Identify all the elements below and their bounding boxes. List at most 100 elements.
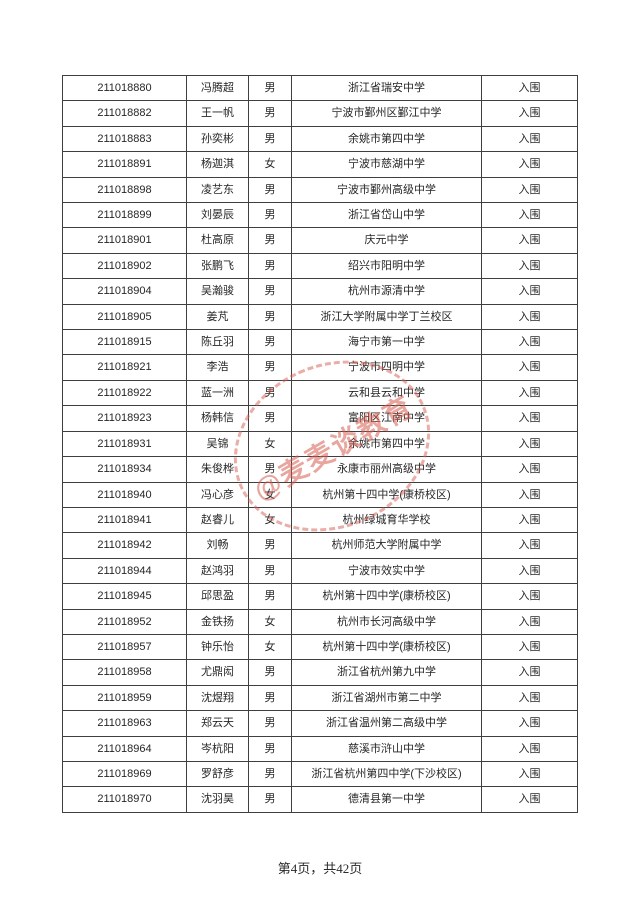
name-cell: 刘晏辰 xyxy=(186,202,249,229)
table-row: 211018940 冯心彦 女 杭州第十四中学(康桥校区) 入围 xyxy=(62,481,578,508)
table-row: 211018921 李浩 男 宁波市四明中学 入围 xyxy=(62,354,578,381)
result-cell: 入围 xyxy=(481,202,578,229)
result-cell: 入围 xyxy=(481,735,578,762)
exam-id-cell: 211018922 xyxy=(62,379,187,407)
name-cell: 杨韩信 xyxy=(186,405,249,432)
exam-id-cell: 211018880 xyxy=(62,74,187,102)
name-cell: 赵睿儿 xyxy=(186,506,249,534)
gender-cell: 男 xyxy=(248,735,292,762)
name-cell: 陈丘羽 xyxy=(186,329,249,356)
table-row: 211018880 冯腾超 男 浙江省瑞安中学 入围 xyxy=(62,74,578,102)
gender-cell: 男 xyxy=(248,456,292,483)
gender-cell: 女 xyxy=(248,481,292,508)
result-cell: 入围 xyxy=(481,684,578,712)
table-row: 211018942 刘畅 男 杭州师范大学附属中学 入围 xyxy=(62,532,578,559)
table-row: 211018964 岑杭阳 男 慈溪市浒山中学 入围 xyxy=(62,735,578,762)
table-row: 211018952 金铁扬 女 杭州市长河高级中学 入围 xyxy=(62,608,578,635)
exam-id-cell: 211018915 xyxy=(62,329,187,356)
exam-id-cell: 211018902 xyxy=(62,252,187,280)
exam-id-cell: 211018952 xyxy=(62,608,187,635)
table-row: 211018899 刘晏辰 男 浙江省岱山中学 入围 xyxy=(62,202,578,229)
name-cell: 冯腾超 xyxy=(186,74,249,102)
result-cell: 入围 xyxy=(481,303,578,331)
exam-id-cell: 211018901 xyxy=(62,227,187,254)
table-row: 211018959 沈煜翔 男 浙江省湖州市第二中学 入围 xyxy=(62,684,578,712)
school-cell: 云和县云和中学 xyxy=(291,379,482,407)
exam-id-cell: 211018940 xyxy=(62,481,187,508)
result-cell: 入围 xyxy=(481,227,578,254)
school-cell: 余姚市第四中学 xyxy=(291,430,482,458)
table-row: 211018970 沈羽昊 男 德清县第一中学 入围 xyxy=(62,786,578,813)
table-row: 211018944 赵鸿羽 男 宁波市效实中学 入围 xyxy=(62,557,578,585)
school-cell: 德清县第一中学 xyxy=(291,786,482,813)
name-cell: 蓝一洲 xyxy=(186,379,249,407)
exam-id-cell: 211018964 xyxy=(62,735,187,762)
school-cell: 杭州第十四中学(康桥校区) xyxy=(291,633,482,661)
gender-cell: 男 xyxy=(248,202,292,229)
gender-cell: 男 xyxy=(248,227,292,254)
result-cell: 入围 xyxy=(481,354,578,381)
exam-id-cell: 211018934 xyxy=(62,456,187,483)
name-cell: 杜高原 xyxy=(186,227,249,254)
result-cell: 入围 xyxy=(481,583,578,610)
gender-cell: 男 xyxy=(248,710,292,737)
name-cell: 金铁扬 xyxy=(186,608,249,635)
table-row: 211018904 吴瀚骏 男 杭州市源清中学 入围 xyxy=(62,278,578,305)
gender-cell: 女 xyxy=(248,151,292,178)
exam-id-cell: 211018898 xyxy=(62,176,187,204)
name-cell: 赵鸿羽 xyxy=(186,557,249,585)
gender-cell: 女 xyxy=(248,430,292,458)
exam-id-cell: 211018957 xyxy=(62,633,187,661)
gender-cell: 男 xyxy=(248,405,292,432)
school-cell: 慈溪市浒山中学 xyxy=(291,735,482,762)
name-cell: 凌艺东 xyxy=(186,176,249,204)
table-row: 211018934 朱俊桦 男 永康市丽州高级中学 入围 xyxy=(62,456,578,483)
result-cell: 入围 xyxy=(481,481,578,508)
gender-cell: 男 xyxy=(248,786,292,813)
result-cell: 入围 xyxy=(481,278,578,305)
result-cell: 入围 xyxy=(481,532,578,559)
name-cell: 姜芃 xyxy=(186,303,249,331)
table-row: 211018901 杜高原 男 庆元中学 入围 xyxy=(62,227,578,254)
name-cell: 李浩 xyxy=(186,354,249,381)
result-cell: 入围 xyxy=(481,151,578,178)
name-cell: 罗舒彦 xyxy=(186,760,249,788)
result-cell: 入围 xyxy=(481,786,578,813)
school-cell: 杭州第十四中学(康桥校区) xyxy=(291,481,482,508)
gender-cell: 男 xyxy=(248,379,292,407)
school-cell: 浙江省杭州第四中学(下沙校区) xyxy=(291,760,482,788)
result-cell: 入围 xyxy=(481,506,578,534)
table-row: 211018941 赵睿儿 女 杭州绿城育华学校 入围 xyxy=(62,506,578,534)
gender-cell: 女 xyxy=(248,633,292,661)
gender-cell: 男 xyxy=(248,532,292,559)
name-cell: 尤鼎闳 xyxy=(186,659,249,686)
school-cell: 余姚市第四中学 xyxy=(291,125,482,153)
exam-id-cell: 211018905 xyxy=(62,303,187,331)
gender-cell: 女 xyxy=(248,608,292,635)
exam-id-cell: 211018921 xyxy=(62,354,187,381)
school-cell: 宁波市鄞州高级中学 xyxy=(291,176,482,204)
gender-cell: 男 xyxy=(248,557,292,585)
school-cell: 杭州绿城育华学校 xyxy=(291,506,482,534)
name-cell: 沈羽昊 xyxy=(186,786,249,813)
school-cell: 杭州第十四中学(康桥校区) xyxy=(291,583,482,610)
result-cell: 入围 xyxy=(481,252,578,280)
school-cell: 杭州市源清中学 xyxy=(291,278,482,305)
result-cell: 入围 xyxy=(481,379,578,407)
school-cell: 富阳区江南中学 xyxy=(291,405,482,432)
name-cell: 吴锦 xyxy=(186,430,249,458)
gender-cell: 女 xyxy=(248,506,292,534)
school-cell: 杭州师范大学附属中学 xyxy=(291,532,482,559)
gender-cell: 男 xyxy=(248,684,292,712)
exam-id-cell: 211018883 xyxy=(62,125,187,153)
result-cell: 入围 xyxy=(481,557,578,585)
table-row: 211018891 杨迦淇 女 宁波市慈湖中学 入围 xyxy=(62,151,578,178)
table-row: 211018945 邱思盈 男 杭州第十四中学(康桥校区) 入围 xyxy=(62,583,578,610)
table-body: 211018880 冯腾超 男 浙江省瑞安中学 入围 211018882 王一帆… xyxy=(62,74,578,813)
name-cell: 郑云天 xyxy=(186,710,249,737)
name-cell: 杨迦淇 xyxy=(186,151,249,178)
exam-id-cell: 211018923 xyxy=(62,405,187,432)
gender-cell: 男 xyxy=(248,760,292,788)
exam-id-cell: 211018959 xyxy=(62,684,187,712)
